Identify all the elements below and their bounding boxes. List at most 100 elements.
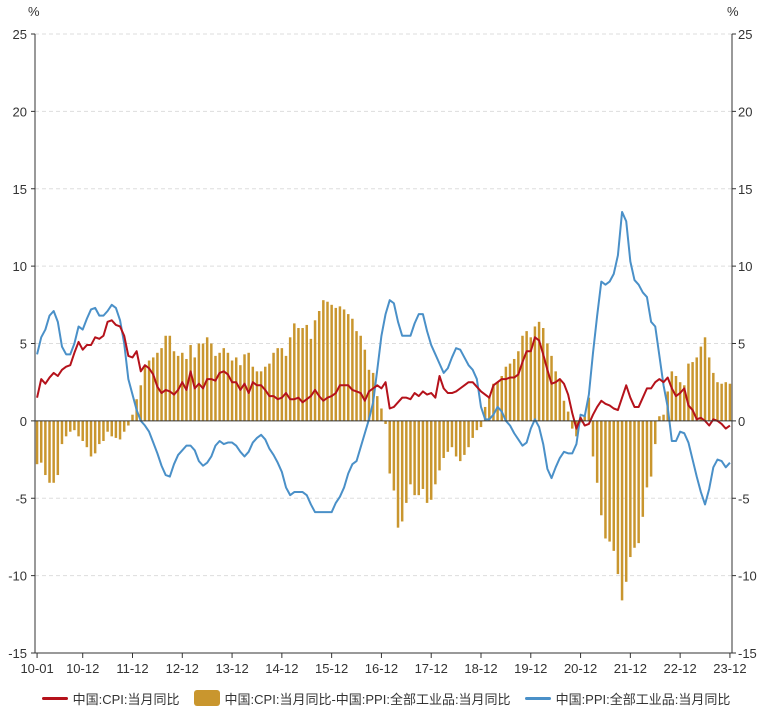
gap-bar	[620, 420, 624, 601]
y-tick-label-right: 0	[738, 414, 745, 429]
y-tick-label-right: 5	[738, 337, 745, 352]
gap-bar	[691, 362, 694, 421]
right-unit-label: %	[727, 4, 739, 19]
legend-label-cpi: 中国:CPI:当月同比	[72, 691, 180, 707]
gap-bar	[81, 420, 84, 441]
y-tick-label-left: 25	[13, 27, 27, 42]
y-tick-label-right: 20	[738, 104, 752, 119]
x-tick-label: 15-12	[315, 661, 348, 676]
gap-bar	[264, 366, 267, 421]
x-tick-label: 12-12	[166, 661, 199, 676]
gap-bar	[189, 345, 192, 421]
gap-bar	[56, 420, 60, 476]
y-tick-label-right: 10	[738, 259, 752, 274]
gap-bar	[52, 420, 55, 483]
gap-bar	[85, 420, 89, 448]
gap-bar	[512, 358, 516, 421]
legend-item-ppi[interactable]: 中国:PPI:全部工业品:当月同比	[524, 689, 731, 708]
x-tick-label: 20-12	[564, 661, 597, 676]
y-tick-label-left: 20	[13, 104, 27, 119]
gap-bar	[147, 360, 151, 421]
gap-bar	[541, 328, 545, 421]
gap-bar	[110, 420, 113, 437]
gap-bar	[197, 343, 201, 421]
gap-bar	[566, 411, 570, 421]
legend-item-gap[interactable]: 中国:CPI:当月同比-中国:PPI:全部工业品:当月同比	[193, 689, 511, 708]
gap-bar	[222, 348, 226, 421]
gap-bar	[438, 420, 441, 471]
gap-bar	[537, 321, 541, 421]
left-unit-label: %	[28, 4, 40, 19]
gap-bar	[247, 352, 250, 421]
gap-bar	[172, 351, 176, 421]
legend-label-ppi: 中国:PPI:全部工业品:当月同比	[555, 691, 731, 707]
gap-bar	[608, 420, 611, 542]
gap-bar	[346, 314, 350, 421]
gap-bar	[554, 371, 557, 421]
gap-bar	[658, 416, 661, 421]
gap-bar	[475, 420, 479, 431]
gap-bar	[707, 357, 711, 421]
gap-bar	[164, 335, 167, 421]
gap-bar	[139, 385, 143, 421]
gap-bar	[724, 382, 728, 421]
chart: % % 25 20 15 10 5 0 -5 -10 -15 25 20 15 10 5 0 -5 -10 -1…	[8, 4, 757, 676]
gap-bar	[259, 371, 263, 421]
gap-bar	[525, 331, 528, 421]
y-tick-label-right: -10	[738, 569, 757, 584]
gap-bar	[450, 420, 454, 448]
gap-bar	[64, 420, 68, 437]
gap-bar	[604, 420, 607, 539]
gap-bar	[434, 420, 437, 485]
gap-bar	[600, 420, 603, 516]
gap-bar	[479, 420, 483, 428]
gap-bar	[127, 420, 130, 426]
gap-bar	[471, 420, 474, 438]
gap-bar	[533, 326, 537, 421]
gap-bar	[728, 383, 732, 421]
gap-bar	[716, 382, 719, 421]
gap-bar	[492, 383, 495, 421]
gap-bar	[446, 420, 450, 452]
gap-bar	[317, 311, 321, 421]
gap-bar	[367, 369, 371, 421]
gap-bar	[243, 354, 246, 421]
x-tick-label: 13-12	[215, 661, 248, 676]
legend-label-gap: 中国:CPI:当月同比-中国:PPI:全部工业品:当月同比	[224, 691, 511, 707]
gap-bar	[546, 343, 549, 421]
gap-bar	[583, 416, 586, 421]
ppi-line	[36, 210, 731, 514]
gap-bar	[351, 318, 354, 421]
gap-bar	[102, 420, 105, 441]
gap-bar	[595, 420, 599, 483]
gap-bar	[218, 352, 221, 421]
gap-bar	[425, 420, 429, 503]
gap-bar	[210, 343, 213, 421]
gap-bar	[687, 363, 690, 421]
gap-bar	[683, 385, 686, 421]
x-tick-label: 16-12	[365, 661, 398, 676]
x-tick-label: 11-12	[116, 661, 148, 676]
gap-bar	[645, 420, 649, 488]
gap-bar	[114, 420, 118, 438]
gap-bar	[587, 397, 591, 421]
gap-bar	[558, 379, 562, 421]
gap-bar	[214, 355, 217, 421]
gap-bar	[131, 414, 134, 421]
gap-bar	[649, 420, 653, 477]
gap-bar	[334, 307, 338, 421]
gap-bar	[454, 420, 458, 457]
gap-bar	[359, 335, 362, 421]
legend-swatch-cpi	[41, 696, 68, 700]
gap-bar	[288, 337, 292, 421]
x-tick-label: 23-12	[713, 661, 746, 676]
legend-item-cpi[interactable]: 中国:CPI:当月同比	[41, 689, 180, 708]
gap-bar	[562, 400, 566, 421]
gap-bar	[641, 420, 645, 517]
gap-bar	[624, 420, 628, 582]
gap-bar	[122, 420, 126, 432]
gap-bar	[143, 366, 147, 421]
gap-bar	[670, 371, 674, 421]
series-lines	[36, 210, 731, 514]
gap-bar	[496, 382, 499, 421]
